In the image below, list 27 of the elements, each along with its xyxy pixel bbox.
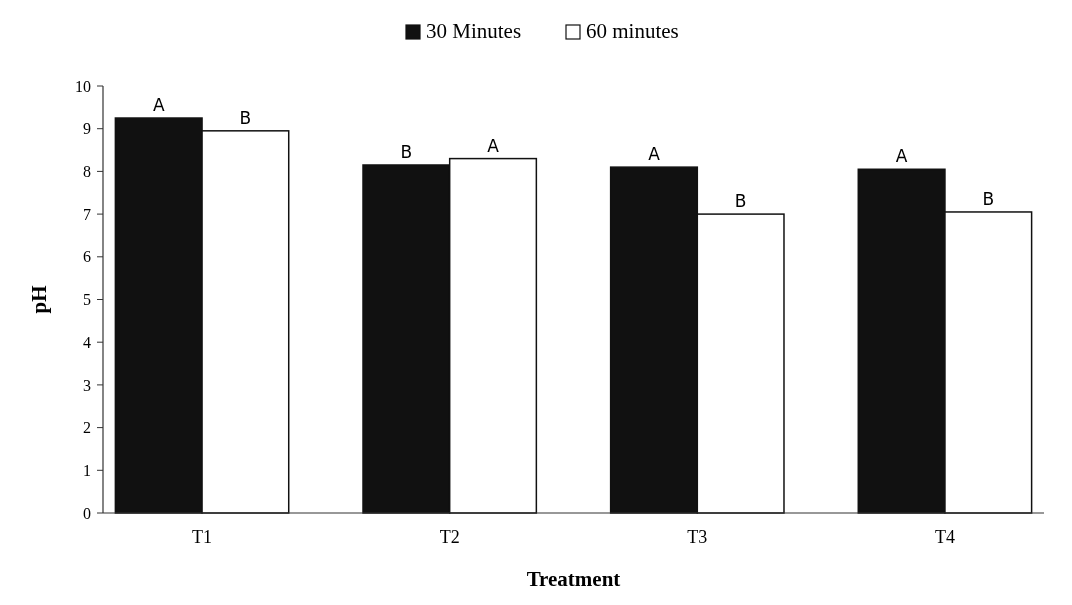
legend-label: 30 Minutes (426, 19, 522, 43)
data-label: A (487, 135, 500, 156)
y-tick-label: 6 (83, 248, 91, 266)
legend-label: 60 minutes (586, 19, 679, 43)
y-tick-label: 8 (83, 163, 91, 180)
y-tick-label: 3 (83, 376, 91, 394)
x-tick-label: T1 (192, 527, 213, 547)
y-axis-title: pH (27, 285, 51, 314)
x-tick-label: T2 (439, 527, 460, 547)
y-tick-label: 0 (83, 504, 91, 522)
data-label: B (400, 141, 413, 162)
data-label: B (734, 191, 747, 212)
y-tick-label: 1 (83, 461, 91, 479)
data-label: B (239, 107, 252, 128)
data-label: A (152, 95, 165, 116)
data-label: B (982, 188, 995, 209)
x-tick-label: T4 (934, 527, 955, 547)
data-label: A (648, 144, 661, 165)
y-tick-label: 2 (83, 419, 91, 437)
y-tick-label: 9 (83, 120, 91, 138)
y-tick-label: 10 (75, 77, 91, 95)
x-tick-label: T3 (687, 527, 708, 547)
y-tick-label: 5 (83, 291, 91, 309)
y-tick-label: 4 (83, 333, 91, 351)
y-tick-label: 7 (83, 205, 91, 223)
x-axis-title: Treatment (526, 567, 621, 591)
data-label: A (895, 146, 908, 167)
